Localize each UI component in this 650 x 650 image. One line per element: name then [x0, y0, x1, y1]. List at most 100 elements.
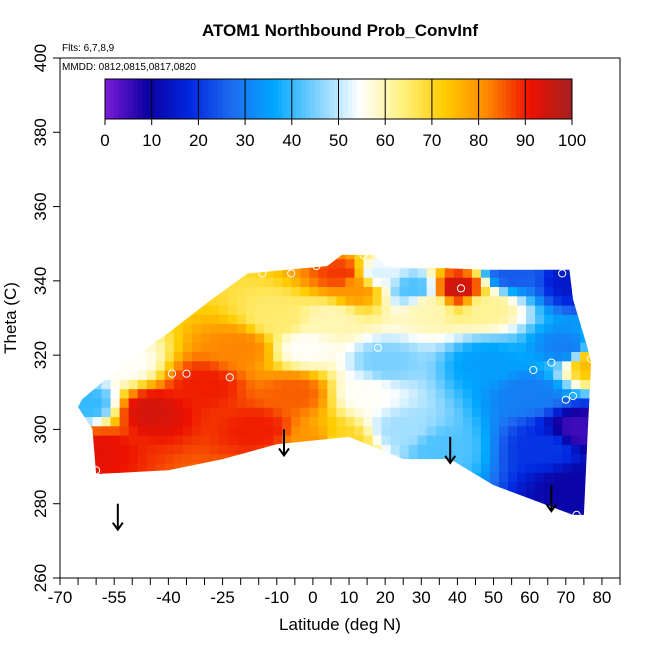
- heatmap-cell: [399, 472, 410, 483]
- heatmap-cell: [83, 305, 94, 315]
- heatmap-cell: [300, 254, 310, 260]
- heatmap-cell: [101, 370, 112, 380]
- heatmap-cell: [390, 254, 401, 260]
- heatmap-cell: [101, 286, 112, 297]
- y-tick-label: 260: [31, 564, 50, 592]
- heatmap-cell: [300, 370, 310, 380]
- heatmap-cell: [128, 453, 139, 464]
- heatmap-cell: [462, 286, 473, 297]
- heatmap-cell: [119, 425, 130, 436]
- observation-point: [287, 269, 296, 278]
- heatmap-cell: [417, 407, 428, 418]
- heatmap-cell: [571, 286, 581, 297]
- heatmap-cell: [182, 490, 193, 501]
- heatmap-cell: [128, 444, 139, 455]
- heatmap-cell: [508, 267, 518, 278]
- heatmap-cell: [327, 360, 337, 371]
- heatmap-cell: [228, 277, 238, 288]
- heatmap-cell: [218, 453, 229, 464]
- heatmap-cell: [480, 258, 491, 269]
- heatmap-cell: [209, 444, 220, 455]
- heatmap-cell: [146, 453, 157, 464]
- heatmap-cell: [444, 397, 455, 408]
- colorbar-tick-label: 10: [142, 131, 161, 150]
- heatmap-cell: [417, 481, 428, 492]
- heatmap-cell: [381, 500, 392, 510]
- colorbar-tick-label: 80: [469, 131, 488, 150]
- heatmap-cell: [246, 323, 256, 334]
- heatmap-cell: [83, 258, 94, 269]
- heatmap-cell: [318, 360, 328, 371]
- heatmap-cell: [562, 481, 572, 492]
- heatmap-cell: [191, 277, 202, 288]
- heatmap-cell: [345, 500, 356, 510]
- heatmap-cell: [372, 388, 383, 399]
- heatmap-cell: [444, 407, 455, 418]
- heatmap-cell: [444, 277, 455, 288]
- heatmap-cell: [182, 314, 193, 325]
- heatmap-cell: [399, 360, 410, 371]
- x-tick-label: 60: [520, 588, 539, 607]
- heatmap-cell: [571, 370, 581, 380]
- heatmap-cell: [92, 481, 103, 492]
- heatmap-cell: [489, 267, 500, 278]
- heatmap-cell: [589, 490, 592, 501]
- heatmap-cell: [562, 277, 572, 288]
- heatmap-cell: [237, 323, 247, 334]
- heatmap-cell: [498, 397, 509, 408]
- heatmap-cell: [237, 351, 247, 362]
- heatmap-cell: [589, 342, 592, 353]
- heatmap-cell: [471, 258, 482, 269]
- heatmap-cell: [462, 277, 473, 288]
- heatmap-cell: [173, 370, 184, 380]
- heatmap-cell: [273, 323, 283, 334]
- heatmap-cell: [480, 295, 491, 306]
- heatmap-cell: [462, 258, 473, 269]
- heatmap-cell: [589, 258, 592, 269]
- heatmap-cell: [589, 286, 592, 297]
- heatmap-cell: [291, 286, 301, 297]
- heatmap-cell: [237, 472, 247, 483]
- heatmap-cell: [426, 435, 437, 445]
- heatmap-cell: [444, 379, 455, 390]
- heatmap-cell: [498, 388, 509, 399]
- heatmap-cell: [92, 267, 103, 278]
- heatmap-cell: [381, 416, 392, 427]
- heatmap-cell: [209, 332, 220, 343]
- heatmap-cell: [191, 397, 202, 408]
- heatmap-cell: [453, 258, 464, 269]
- heatmap-cell: [508, 314, 518, 325]
- heatmap-cell: [453, 305, 464, 315]
- arrow-head: [545, 503, 558, 513]
- heatmap-cell: [498, 295, 509, 306]
- heatmap-cell: [83, 472, 94, 483]
- colorbar-swatch: [147, 79, 153, 119]
- heatmap-cell: [381, 342, 392, 353]
- heatmap-cell: [137, 305, 148, 315]
- heatmap-cell: [480, 425, 491, 436]
- heatmap-cell: [164, 370, 175, 380]
- heatmap-cell: [327, 351, 337, 362]
- heatmap-cell: [92, 332, 103, 343]
- heatmap-cell: [291, 332, 301, 343]
- heatmap-cell: [119, 258, 130, 269]
- heatmap-cell: [571, 481, 581, 492]
- heatmap-cell: [273, 388, 283, 399]
- heatmap-cell: [300, 258, 310, 269]
- heatmap-cell: [444, 286, 455, 297]
- heatmap-cell: [390, 332, 401, 343]
- heatmap-cell: [182, 370, 193, 380]
- heatmap-cell: [291, 444, 301, 455]
- colorbar-swatch: [431, 79, 438, 119]
- heatmap-cell: [255, 323, 265, 334]
- colorbar-tick-label: 50: [329, 131, 348, 150]
- heatmap-cell: [462, 360, 473, 371]
- heatmap-cell: [544, 444, 554, 455]
- heatmap-cell: [589, 379, 592, 390]
- heatmap-cell: [390, 342, 401, 353]
- heatmap-cell: [363, 351, 374, 362]
- heatmap-cell: [228, 388, 238, 399]
- heatmap-cell: [137, 314, 148, 325]
- heatmap-cell: [589, 388, 592, 399]
- heatmap-cell: [92, 286, 103, 297]
